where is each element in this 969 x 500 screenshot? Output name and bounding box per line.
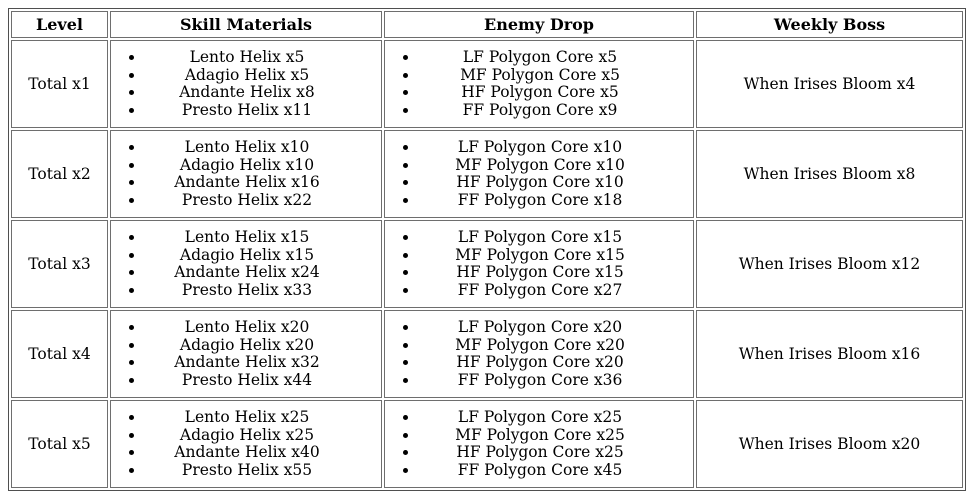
list-item: Lento Helix x20 (145, 318, 379, 337)
list-item: FF Polygon Core x45 (419, 461, 691, 480)
enemy-drop-cell: LF Polygon Core x20MF Polygon Core x20HF… (384, 310, 694, 398)
list-item: Adagio Helix x5 (145, 66, 379, 85)
list-item: Lento Helix x25 (145, 408, 379, 427)
level-cell: Total x3 (11, 220, 108, 308)
list-item: FF Polygon Core x36 (419, 371, 691, 390)
list-item: Andante Helix x8 (145, 83, 379, 102)
list-item: FF Polygon Core x27 (419, 281, 691, 300)
column-header-weekly-boss: Weekly Boss (696, 11, 963, 38)
enemy-drop-cell: LF Polygon Core x15MF Polygon Core x15HF… (384, 220, 694, 308)
enemy-drop-cell: LF Polygon Core x25MF Polygon Core x25HF… (384, 400, 694, 488)
table-body: Total x1Lento Helix x5Adagio Helix x5And… (11, 40, 963, 488)
list-item: LF Polygon Core x25 (419, 408, 691, 427)
enemy-drop-list: LF Polygon Core x25MF Polygon Core x25HF… (387, 408, 691, 480)
list-item: Adagio Helix x15 (145, 246, 379, 265)
list-item: Adagio Helix x10 (145, 156, 379, 175)
list-item: Lento Helix x15 (145, 228, 379, 247)
list-item: HF Polygon Core x15 (419, 263, 691, 282)
skill-materials-list: Lento Helix x20Adagio Helix x20Andante H… (113, 318, 379, 390)
skill-materials-cell: Lento Helix x25Adagio Helix x25Andante H… (110, 400, 382, 488)
enemy-drop-cell: LF Polygon Core x5MF Polygon Core x5HF P… (384, 40, 694, 128)
header-row: Level Skill Materials Enemy Drop Weekly … (11, 11, 963, 38)
list-item: Presto Helix x55 (145, 461, 379, 480)
enemy-drop-cell: LF Polygon Core x10MF Polygon Core x10HF… (384, 130, 694, 218)
list-item: Presto Helix x44 (145, 371, 379, 390)
column-header-level: Level (11, 11, 108, 38)
list-item: MF Polygon Core x20 (419, 336, 691, 355)
level-cell: Total x4 (11, 310, 108, 398)
list-item: HF Polygon Core x10 (419, 173, 691, 192)
list-item: Adagio Helix x20 (145, 336, 379, 355)
skill-materials-cell: Lento Helix x15Adagio Helix x15Andante H… (110, 220, 382, 308)
enemy-drop-list: LF Polygon Core x20MF Polygon Core x20HF… (387, 318, 691, 390)
column-header-skill-materials: Skill Materials (110, 11, 382, 38)
enemy-drop-list: LF Polygon Core x10MF Polygon Core x10HF… (387, 138, 691, 210)
table-row: Total x4Lento Helix x20Adagio Helix x20A… (11, 310, 963, 398)
list-item: FF Polygon Core x18 (419, 191, 691, 210)
skill-materials-cell: Lento Helix x20Adagio Helix x20Andante H… (110, 310, 382, 398)
weekly-boss-cell: When Irises Bloom x16 (696, 310, 963, 398)
list-item: Presto Helix x22 (145, 191, 379, 210)
list-item: MF Polygon Core x15 (419, 246, 691, 265)
level-cell: Total x1 (11, 40, 108, 128)
enemy-drop-list: LF Polygon Core x15MF Polygon Core x15HF… (387, 228, 691, 300)
list-item: Andante Helix x24 (145, 263, 379, 282)
weekly-boss-cell: When Irises Bloom x12 (696, 220, 963, 308)
skill-materials-list: Lento Helix x25Adagio Helix x25Andante H… (113, 408, 379, 480)
enemy-drop-list: LF Polygon Core x5MF Polygon Core x5HF P… (387, 48, 691, 120)
skill-materials-list: Lento Helix x15Adagio Helix x15Andante H… (113, 228, 379, 300)
list-item: Lento Helix x10 (145, 138, 379, 157)
list-item: Presto Helix x11 (145, 101, 379, 120)
list-item: Andante Helix x40 (145, 443, 379, 462)
level-materials-table: Level Skill Materials Enemy Drop Weekly … (8, 8, 966, 491)
list-item: HF Polygon Core x20 (419, 353, 691, 372)
list-item: Adagio Helix x25 (145, 426, 379, 445)
list-item: Lento Helix x5 (145, 48, 379, 67)
skill-materials-list: Lento Helix x10Adagio Helix x10Andante H… (113, 138, 379, 210)
table-row: Total x3Lento Helix x15Adagio Helix x15A… (11, 220, 963, 308)
list-item: MF Polygon Core x25 (419, 426, 691, 445)
list-item: Presto Helix x33 (145, 281, 379, 300)
table-row: Total x1Lento Helix x5Adagio Helix x5And… (11, 40, 963, 128)
list-item: HF Polygon Core x5 (419, 83, 691, 102)
list-item: Andante Helix x32 (145, 353, 379, 372)
weekly-boss-cell: When Irises Bloom x20 (696, 400, 963, 488)
table-row: Total x5Lento Helix x25Adagio Helix x25A… (11, 400, 963, 488)
weekly-boss-cell: When Irises Bloom x8 (696, 130, 963, 218)
list-item: LF Polygon Core x5 (419, 48, 691, 67)
list-item: MF Polygon Core x5 (419, 66, 691, 85)
list-item: Andante Helix x16 (145, 173, 379, 192)
weekly-boss-cell: When Irises Bloom x4 (696, 40, 963, 128)
skill-materials-cell: Lento Helix x5Adagio Helix x5Andante Hel… (110, 40, 382, 128)
skill-materials-cell: Lento Helix x10Adagio Helix x10Andante H… (110, 130, 382, 218)
table-row: Total x2Lento Helix x10Adagio Helix x10A… (11, 130, 963, 218)
list-item: MF Polygon Core x10 (419, 156, 691, 175)
list-item: LF Polygon Core x20 (419, 318, 691, 337)
list-item: LF Polygon Core x10 (419, 138, 691, 157)
level-cell: Total x5 (11, 400, 108, 488)
list-item: FF Polygon Core x9 (419, 101, 691, 120)
level-cell: Total x2 (11, 130, 108, 218)
column-header-enemy-drop: Enemy Drop (384, 11, 694, 38)
list-item: HF Polygon Core x25 (419, 443, 691, 462)
list-item: LF Polygon Core x15 (419, 228, 691, 247)
skill-materials-list: Lento Helix x5Adagio Helix x5Andante Hel… (113, 48, 379, 120)
